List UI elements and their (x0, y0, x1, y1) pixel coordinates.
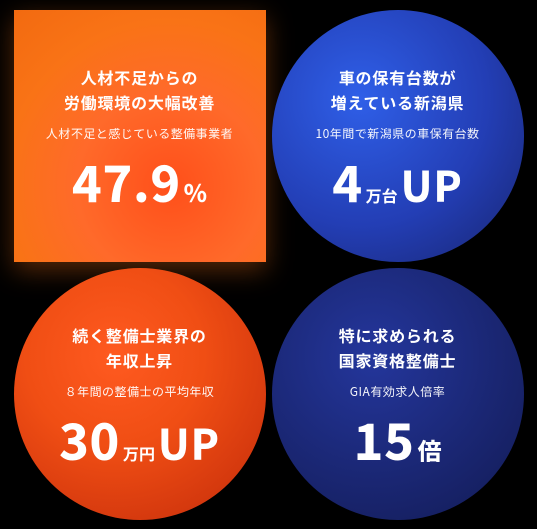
stat-unit: 万台 (366, 187, 398, 203)
card-subtitle: 10年間で新潟県の車保有台数 (315, 125, 479, 142)
card-title: 特に求められる 国家資格整備士 (339, 323, 457, 373)
card-stat: 4 万台 UP (332, 156, 463, 206)
card-stat: 15 倍 (354, 414, 442, 464)
card-stat: 47.9 % (72, 156, 207, 206)
stat-unit: 万円 (123, 445, 155, 461)
stat-card-labor-shortage: 人材不足からの 労働環境の大幅改善 人材不足と感じている整備事業者 47.9 % (14, 10, 266, 262)
card-title: 人材不足からの 労働環境の大幅改善 (64, 65, 215, 115)
stat-up-label: UP (158, 422, 220, 464)
card-stat: 30 万円 UP (59, 414, 220, 464)
stats-grid: 人材不足からの 労働環境の大幅改善 人材不足と感じている整備事業者 47.9 %… (14, 10, 524, 520)
stat-card-job-ratio: 特に求められる 国家資格整備士 GIA有効求人倍率 15 倍 (272, 268, 524, 520)
stat-card-income-rise: 続く整備士業界の 年収上昇 ８年間の整備士の平均年収 30 万円 UP (14, 268, 266, 520)
card-subtitle: GIA有効求人倍率 (350, 383, 445, 400)
card-title: 続く整備士業界の 年収上昇 (72, 323, 206, 373)
card-subtitle: ８年間の整備士の平均年収 (65, 383, 215, 400)
stat-unit: 倍 (417, 438, 441, 462)
stat-card-car-ownership: 車の保有台数が 増えている新潟県 10年間で新潟県の車保有台数 4 万台 UP (272, 10, 524, 262)
stat-value: 4 (332, 156, 362, 206)
card-title: 車の保有台数が 増えている新潟県 (331, 65, 465, 115)
stat-up-label: UP (401, 164, 463, 206)
stat-unit: % (184, 180, 207, 204)
stat-value: 15 (354, 414, 415, 464)
stat-value: 30 (59, 414, 120, 464)
stat-value: 47.9 (72, 156, 181, 206)
card-subtitle: 人材不足と感じている整備事業者 (46, 125, 233, 142)
